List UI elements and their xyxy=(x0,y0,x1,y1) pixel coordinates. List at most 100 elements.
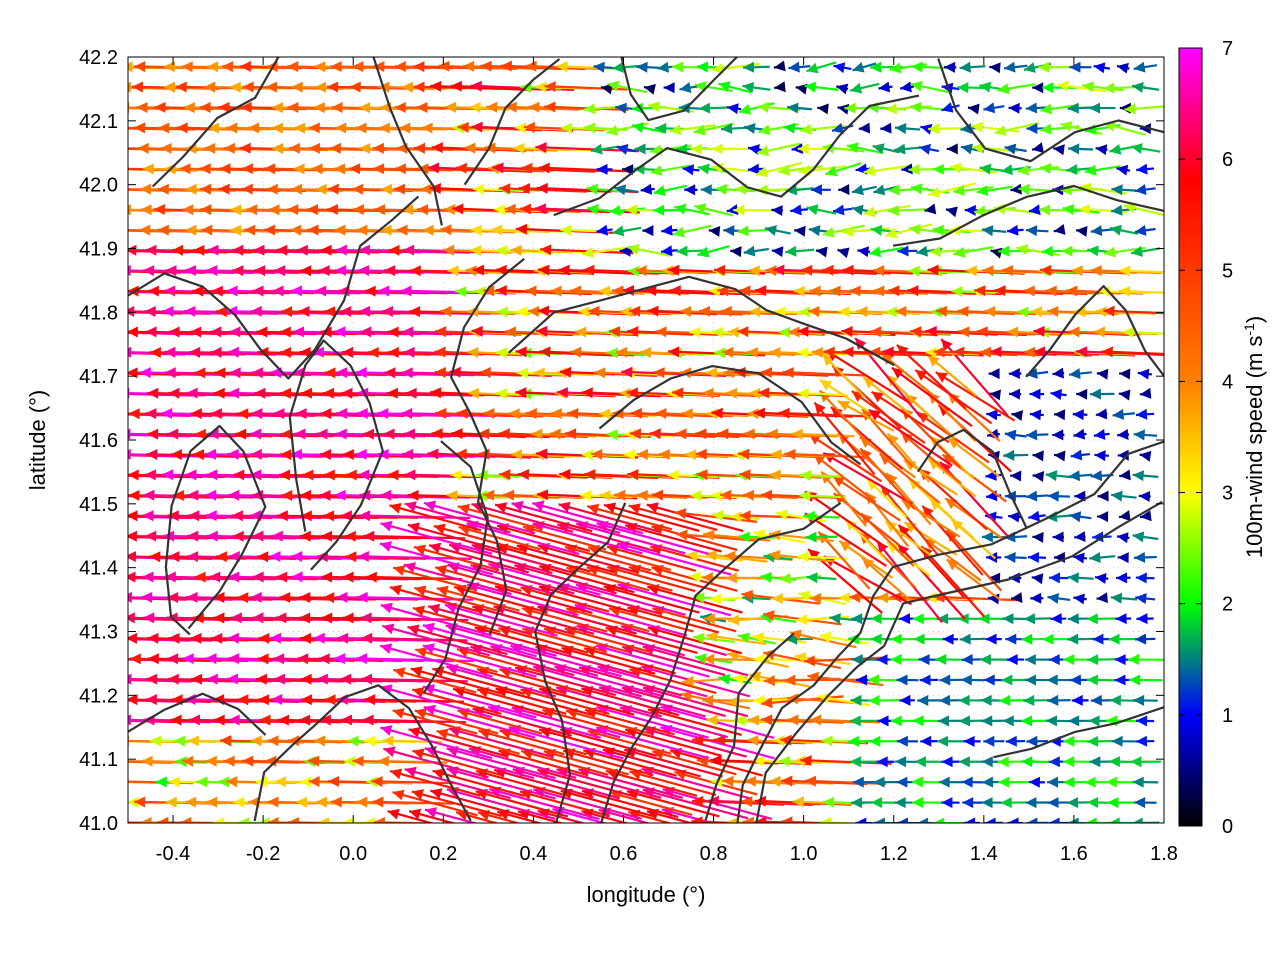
wind-vector-head xyxy=(381,305,394,317)
wind-vector-head xyxy=(630,407,642,419)
wind-vector-shaft xyxy=(532,501,644,535)
wind-vector-head xyxy=(447,265,459,277)
wind-vector-head xyxy=(599,408,611,420)
wind-vector-shaft xyxy=(476,667,567,695)
wind-vector-head xyxy=(849,715,861,727)
wind-vector-shaft xyxy=(868,408,953,467)
wind-vector-head xyxy=(377,755,389,767)
wind-vector-head xyxy=(837,401,851,412)
wind-vector xyxy=(986,409,1001,421)
wind-vector xyxy=(646,502,744,533)
wind-vector xyxy=(424,807,479,823)
wind-vector-head xyxy=(1021,633,1033,645)
wind-vector-head xyxy=(77,408,88,419)
wind-vector-head xyxy=(170,714,182,726)
wind-vector-head xyxy=(877,592,889,604)
wind-vector xyxy=(941,797,960,809)
wind-vector-head xyxy=(389,584,402,596)
wind-vector-head xyxy=(717,428,729,440)
wind-vector-head xyxy=(738,531,750,543)
wind-vector xyxy=(362,714,466,726)
wind-vector-head xyxy=(1087,654,1099,666)
wind-vector-head xyxy=(1050,389,1063,400)
wind-vector xyxy=(360,673,468,685)
wind-vector-shaft xyxy=(422,644,537,678)
wind-vector xyxy=(1052,367,1065,379)
wind-vector-head xyxy=(1115,613,1127,625)
wind-vector-head xyxy=(100,714,111,725)
wind-vector-head xyxy=(1067,572,1079,584)
wind-vector-head xyxy=(806,204,819,216)
wind-vector-head xyxy=(471,501,484,513)
wind-vector-head xyxy=(1130,143,1143,154)
wind-vector-head xyxy=(797,347,809,359)
wind-vector-head xyxy=(213,612,225,624)
wind-vector-head xyxy=(946,143,958,155)
wind-vector xyxy=(558,501,660,533)
wind-vector-head xyxy=(626,387,638,399)
wind-vector-head xyxy=(407,489,419,501)
wind-vector-head xyxy=(128,735,129,747)
wind-vector-head xyxy=(586,183,598,195)
wind-vector xyxy=(998,245,1035,257)
wind-vector-head xyxy=(869,246,882,258)
wind-vector-head xyxy=(766,428,778,440)
wind-vector-head xyxy=(269,632,282,644)
wind-vector-shaft xyxy=(448,727,554,758)
wind-vector-head xyxy=(871,391,884,403)
wind-vector xyxy=(457,503,542,531)
wind-vector-head xyxy=(143,489,155,501)
wind-vector-head xyxy=(1028,776,1041,788)
wind-vector-shaft xyxy=(586,566,673,592)
wind-vector-shaft xyxy=(804,779,887,786)
wind-vector xyxy=(981,225,1007,237)
wind-vector-head xyxy=(128,346,132,358)
wind-vector-head xyxy=(1001,265,1014,277)
wind-vector-head xyxy=(1108,756,1121,768)
wind-vector-head xyxy=(1111,490,1123,502)
wind-vector xyxy=(1023,694,1052,706)
wind-vector-head xyxy=(703,613,715,625)
wind-vector-head xyxy=(467,346,479,358)
wind-vector-head xyxy=(114,776,125,787)
wind-vector-head xyxy=(107,327,118,338)
wind-vector xyxy=(1074,490,1086,502)
wind-vector xyxy=(1006,654,1024,666)
wind-vector-head xyxy=(1023,346,1036,358)
wind-vector-head xyxy=(782,367,794,379)
wind-vector-shaft xyxy=(552,807,608,823)
wind-vector-shaft xyxy=(605,769,698,797)
wind-vector-head xyxy=(140,204,152,216)
wind-vector-shaft xyxy=(514,666,617,697)
wind-vector-head xyxy=(128,673,132,685)
wind-vector-head xyxy=(1048,756,1060,768)
wind-vector-head xyxy=(219,735,232,747)
wind-vector-shaft xyxy=(380,604,493,637)
wind-vector-head xyxy=(232,244,244,256)
wind-vector-head xyxy=(723,225,735,237)
wind-vector xyxy=(1127,654,1164,666)
wind-vector xyxy=(1130,143,1161,154)
wind-vector-head xyxy=(852,776,864,788)
wind-vector-shaft xyxy=(287,821,365,823)
wind-vector-head xyxy=(771,205,783,217)
wind-vector-head xyxy=(964,204,976,216)
wind-vector-head xyxy=(1047,797,1059,809)
wind-vector-shaft xyxy=(643,727,747,758)
wind-vector xyxy=(383,746,489,779)
wind-vector-head xyxy=(580,490,592,502)
wind-vector-head xyxy=(387,326,399,338)
wind-vector-head xyxy=(727,816,739,823)
wind-vector-shaft xyxy=(833,492,900,546)
wind-vector-head xyxy=(380,224,392,236)
wind-vector-head xyxy=(778,407,790,419)
wind-vector-head xyxy=(990,346,1002,358)
wind-vector-head xyxy=(1024,654,1036,666)
wind-vector-head xyxy=(297,653,309,665)
wind-vector-head xyxy=(290,224,302,236)
wind-vector-head xyxy=(873,285,885,297)
wind-vector-head xyxy=(744,775,757,787)
wind-vector-head xyxy=(763,675,775,687)
wind-vector xyxy=(782,367,866,379)
wind-vector-head xyxy=(1063,776,1075,788)
